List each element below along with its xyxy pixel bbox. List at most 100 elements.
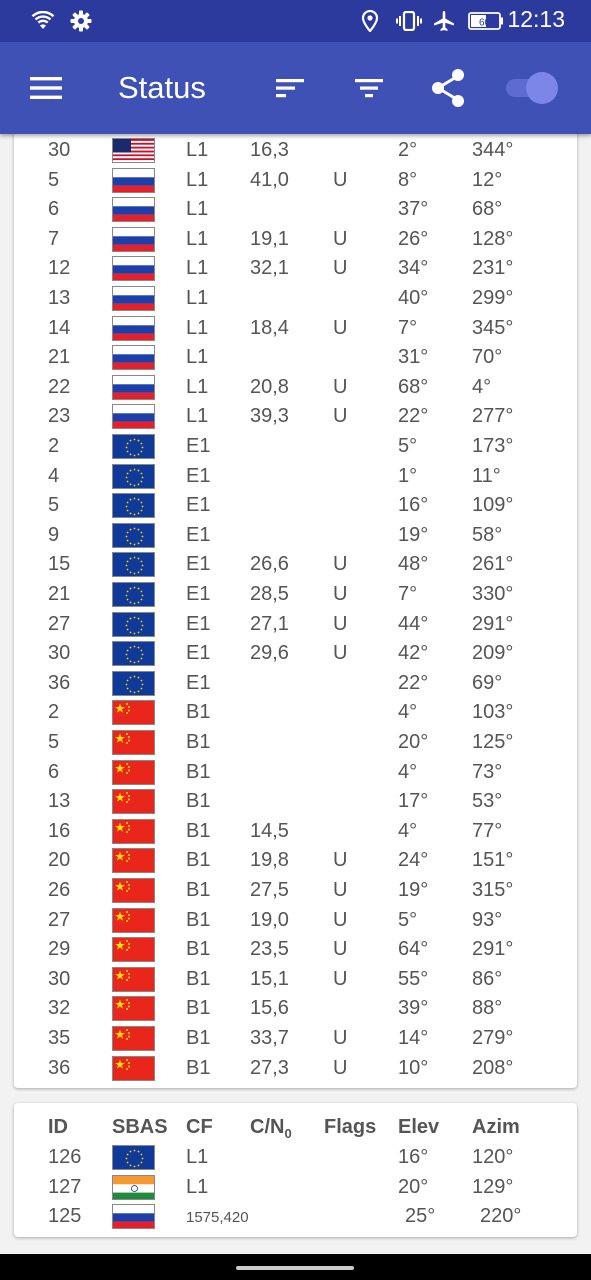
carrier-frequency: B1 bbox=[186, 908, 211, 931]
russia-flag-icon bbox=[112, 315, 155, 341]
clock: 12:13 bbox=[507, 6, 565, 32]
filter-icon[interactable] bbox=[351, 68, 387, 108]
elevation-value: 26° bbox=[398, 227, 429, 250]
elevation-value: 48° bbox=[398, 553, 429, 576]
satellite-id: 127 bbox=[48, 1175, 82, 1198]
gnss-status-card: 30 L1 16,3 2° 344° 5 L1 41,0 U 8° 12° 6 L1 37° 68° 7 L1 1… bbox=[14, 126, 577, 1088]
carrier-frequency: E1 bbox=[186, 553, 211, 576]
satellite-id: 5 bbox=[48, 494, 60, 517]
elevation-value: 68° bbox=[398, 375, 429, 398]
flags-value: U bbox=[333, 938, 348, 961]
carrier-frequency: B1 bbox=[186, 849, 211, 872]
china-flag-icon bbox=[112, 996, 155, 1022]
carrier-frequency: E1 bbox=[186, 642, 211, 665]
battery-icon: 60 bbox=[467, 9, 505, 33]
satellite-id: 14 bbox=[48, 316, 71, 339]
azimuth-value: 103° bbox=[472, 701, 514, 724]
azimuth-value: 128° bbox=[472, 227, 514, 250]
share-icon[interactable] bbox=[428, 68, 468, 108]
table-row: 20 B1 19,8 U 24° 151° bbox=[14, 846, 577, 876]
russia-flag-icon bbox=[112, 345, 155, 371]
cn0-value: 26,6 bbox=[250, 553, 289, 576]
table-row: 125 1575,420 25° 220° bbox=[14, 1202, 577, 1232]
elevation-value: 16° bbox=[398, 494, 429, 517]
page-title: Status bbox=[118, 70, 206, 105]
wifi-icon bbox=[30, 9, 56, 33]
carrier-frequency: L1 bbox=[186, 227, 209, 250]
sbas-status-card: ID SBAS CF C/N0 Flags Elev Azim 126 L1 16°… bbox=[14, 1103, 577, 1237]
carrier-frequency: L1 bbox=[186, 316, 209, 339]
elevation-value: 24° bbox=[398, 849, 429, 872]
elevation-value: 20° bbox=[398, 731, 429, 753]
table-row: 4 E1 1° 11° bbox=[14, 462, 577, 492]
carrier-frequency: L1 bbox=[186, 1175, 209, 1198]
menu-icon[interactable] bbox=[28, 68, 64, 108]
toggle-switch[interactable] bbox=[504, 68, 562, 108]
header-cn0: C/N0 bbox=[250, 1116, 292, 1141]
azimuth-value: 291° bbox=[472, 612, 514, 635]
table-row: 35 B1 33,7 U 14° 279° bbox=[14, 1024, 577, 1054]
elevation-value: 4° bbox=[398, 760, 418, 783]
header-flags: Flags bbox=[324, 1116, 377, 1138]
elevation-value: 31° bbox=[398, 346, 429, 369]
satellite-id: 21 bbox=[48, 346, 71, 369]
header-sbas: SBAS bbox=[112, 1116, 168, 1138]
elevation-value: 16° bbox=[398, 1146, 429, 1168]
china-flag-icon bbox=[112, 907, 155, 933]
carrier-frequency: E1 bbox=[186, 523, 211, 546]
azimuth-value: 173° bbox=[472, 435, 514, 457]
table-row: 5 B1 20° 125° bbox=[14, 728, 577, 758]
cn0-value: 19,0 bbox=[250, 908, 289, 931]
carrier-frequency: L1 bbox=[186, 168, 209, 191]
flags-value: U bbox=[333, 553, 348, 576]
eu-flag-icon bbox=[112, 434, 155, 459]
cn0-value: 27,3 bbox=[250, 1056, 289, 1079]
status-bar: 60 12:13 bbox=[0, 0, 591, 42]
china-flag-icon bbox=[112, 759, 155, 785]
flags-value: U bbox=[333, 879, 348, 901]
flags-value: U bbox=[333, 257, 348, 280]
russia-flag-icon bbox=[112, 286, 155, 311]
satellite-id: 30 bbox=[48, 139, 71, 161]
flags-value: U bbox=[333, 1027, 348, 1049]
flags-value: U bbox=[333, 375, 348, 398]
azimuth-value: 345° bbox=[472, 316, 514, 339]
navigation-bar bbox=[0, 1254, 591, 1280]
elevation-value: 34° bbox=[398, 257, 429, 280]
satellite-id: 27 bbox=[48, 908, 71, 931]
flags-value: U bbox=[333, 908, 348, 931]
elevation-value: 19° bbox=[398, 879, 429, 901]
carrier-frequency: E1 bbox=[186, 435, 211, 457]
flags-value: U bbox=[333, 583, 348, 605]
cn0-value: 15,1 bbox=[250, 967, 289, 990]
elevation-value: 2° bbox=[398, 139, 418, 161]
sbas-header-row: ID SBAS CF C/N0 Flags Elev Azim bbox=[14, 1113, 577, 1143]
satellite-id: 4 bbox=[48, 464, 60, 487]
location-icon bbox=[359, 9, 381, 33]
cn0-value: 27,1 bbox=[250, 612, 289, 635]
azimuth-value: 129° bbox=[472, 1175, 514, 1198]
azimuth-value: 69° bbox=[472, 671, 503, 694]
carrier-frequency: B1 bbox=[186, 967, 211, 990]
azimuth-value: 11° bbox=[472, 464, 501, 487]
carrier-frequency: L1 bbox=[186, 198, 209, 221]
home-gesture-handle[interactable] bbox=[236, 1266, 354, 1270]
sort-icon[interactable] bbox=[272, 68, 308, 108]
table-row: 126 L1 16° 120° bbox=[14, 1143, 577, 1173]
cn0-value: 41,0 bbox=[250, 168, 289, 191]
elevation-value: 64° bbox=[398, 938, 429, 961]
table-row: 12 L1 32,1 U 34° 231° bbox=[14, 254, 577, 284]
carrier-frequency: L1 bbox=[186, 1146, 209, 1168]
carrier-frequency: B1 bbox=[186, 790, 211, 813]
azimuth-value: 120° bbox=[472, 1146, 514, 1168]
table-row: 16 B1 14,5 4° 77° bbox=[14, 817, 577, 847]
elevation-value: 20° bbox=[398, 1175, 429, 1198]
china-flag-icon bbox=[112, 789, 155, 815]
carrier-frequency: L1 bbox=[186, 405, 209, 428]
carrier-frequency: L1 bbox=[186, 139, 209, 161]
china-flag-icon bbox=[112, 1026, 155, 1051]
table-row: 21 E1 28,5 U 7° 330° bbox=[14, 580, 577, 610]
satellite-id: 125 bbox=[48, 1205, 82, 1227]
flags-value: U bbox=[333, 612, 348, 635]
elevation-value: 19° bbox=[398, 523, 429, 546]
